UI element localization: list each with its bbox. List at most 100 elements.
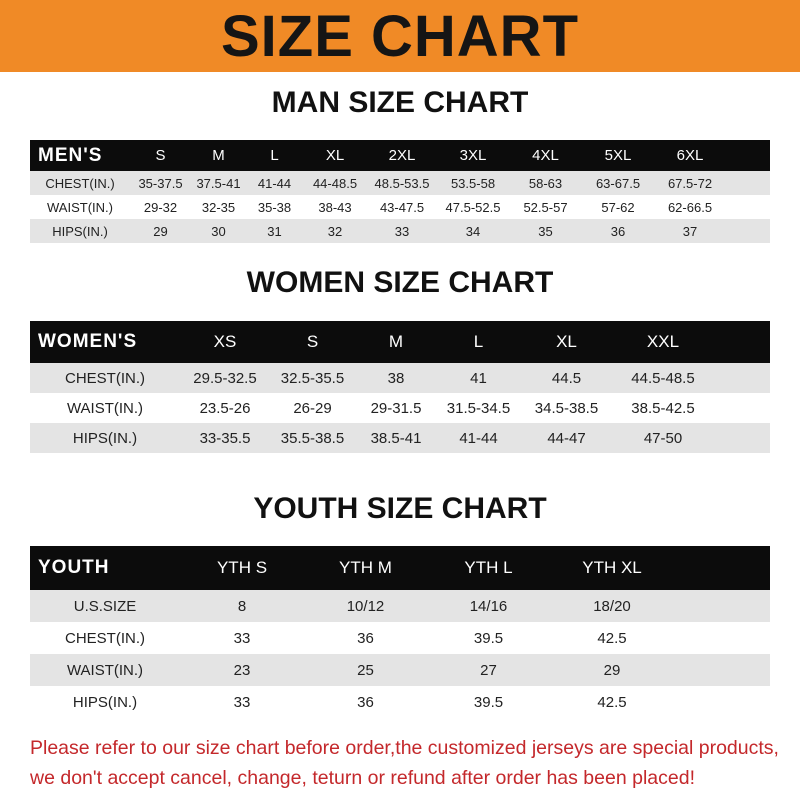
youth-size-table: YOUTH YTH S YTH M YTH L YTH XL U.S.SIZE 8 10/12… — [30, 546, 770, 718]
table-cell: 29-32 — [143, 199, 178, 215]
table-cell: 41-44 — [459, 429, 498, 447]
table-cell: 29-31.5 — [370, 399, 422, 417]
table-header-row: WOMEN'S XS S M L XL XXL — [30, 321, 770, 363]
size-column-header: XXL — [646, 332, 680, 351]
table-cell: 41 — [470, 369, 487, 387]
table-cell: 35 — [538, 223, 553, 239]
table-cell: 37.5-41 — [196, 175, 241, 191]
table-cell: 31 — [267, 223, 282, 239]
size-column-header: M — [388, 332, 404, 351]
size-column-header: 3XL — [459, 147, 487, 164]
size-column-header: 5XL — [604, 147, 632, 164]
table-cell: 10/12 — [346, 597, 385, 615]
table-cell: 47-50 — [643, 429, 683, 447]
table-row: WAIST(IN.) 23.5-26 26-29 29-31.5 31.5-34.5 34… — [30, 393, 770, 423]
row-label: CHEST(IN.) — [65, 369, 145, 387]
table-cell: 44.5 — [551, 369, 582, 387]
table-cell: 44.5-48.5 — [631, 369, 695, 387]
table-row: CHEST(IN.) 33 36 39.5 42.5 — [30, 622, 770, 654]
row-label: WAIST(IN.) — [47, 199, 113, 215]
table-cell: 41-44 — [257, 175, 292, 191]
table-cell: 57-62 — [601, 199, 635, 215]
table-cell: 42.5 — [597, 629, 627, 647]
table-cell: 38.5-41 — [370, 429, 422, 447]
table-row: HIPS(IN.) 29 30 31 32 33 34 35 36 37 — [30, 219, 770, 243]
table-row: CHEST(IN.) 35-37.5 37.5-41 41-44 44-48.5 48.5… — [30, 171, 770, 195]
women-size-table: WOMEN'S XS S M L XL XXL CHEST(IN.) 29.5-32.5 32.5… — [30, 321, 770, 453]
table-cell: 33-35.5 — [199, 429, 251, 447]
men-size-table: MEN'S S M L XL 2XL 3XL 4XL 5XL 6XL CHEST(IN.) 35-37… — [30, 140, 770, 243]
table-cell: 25 — [357, 661, 374, 679]
table-cell: 36 — [357, 629, 374, 647]
table-cell: 29 — [603, 661, 621, 679]
size-column-header: S — [155, 147, 166, 164]
table-header-label: WOMEN'S — [38, 331, 138, 352]
size-column-header: 2XL — [388, 147, 416, 164]
table-row: WAIST(IN.) 29-32 32-35 35-38 38-43 43-47.5 47.… — [30, 195, 770, 219]
table-cell: 32.5-35.5 — [280, 369, 345, 387]
table-cell: 52.5-57 — [523, 199, 568, 215]
table-cell: 33 — [233, 693, 251, 711]
table-cell: 37 — [682, 223, 698, 239]
size-column-header: XL — [325, 147, 345, 164]
table-cell: 35.5-38.5 — [280, 429, 345, 447]
title-banner: SIZE CHART — [0, 0, 800, 72]
disclaimer-line-1: Please refer to our size chart before or… — [30, 737, 779, 759]
table-cell: 23.5-26 — [199, 399, 251, 417]
table-cell: 44-48.5 — [312, 175, 358, 191]
table-header-label: MEN'S — [38, 144, 103, 166]
size-column-header: YTH XL — [582, 558, 642, 577]
table-cell: 39.5 — [473, 629, 504, 647]
table-cell: 34.5-38.5 — [534, 399, 599, 417]
table-cell: 38-43 — [318, 199, 352, 215]
size-column-header: S — [306, 332, 319, 351]
table-cell: 32 — [327, 223, 343, 239]
table-cell: 36 — [357, 693, 374, 711]
size-column-header: YTH S — [216, 558, 268, 577]
disclaimer-note: Please refer to our size chart before or… — [30, 733, 790, 793]
table-cell: 27 — [480, 661, 497, 679]
table-cell: 63-67.5 — [595, 175, 641, 191]
table-cell: 35-38 — [257, 199, 292, 215]
table-cell: 29 — [153, 223, 168, 239]
table-cell: 44-47 — [547, 429, 586, 447]
table-row: HIPS(IN.) 33-35.5 35.5-38.5 38.5-41 41-44 44-… — [30, 423, 770, 453]
row-label: HIPS(IN.) — [52, 223, 108, 239]
table-row: U.S.SIZE 8 10/12 14/16 18/20 — [30, 590, 770, 622]
table-header-label: YOUTH — [38, 557, 110, 578]
table-cell: 43-47.5 — [379, 199, 425, 215]
table-cell: 30 — [211, 223, 226, 239]
table-cell: 33 — [233, 629, 251, 647]
table-cell: 62-66.5 — [667, 199, 713, 215]
table-row: WAIST(IN.) 23 25 27 29 — [30, 654, 770, 686]
table-cell: 39.5 — [473, 693, 504, 711]
row-label: U.S.SIZE — [73, 597, 137, 615]
size-column-header: L — [473, 332, 484, 351]
table-cell: 58-63 — [528, 175, 563, 191]
table-cell: 8 — [237, 597, 247, 615]
men-section-title: MAN SIZE CHART — [271, 86, 529, 119]
size-column-header: YTH M — [339, 558, 392, 577]
table-cell: 48.5-53.5 — [374, 175, 430, 191]
size-column-header: XL — [556, 332, 577, 351]
table-cell: 14/16 — [469, 597, 508, 615]
table-cell: 53.5-58 — [450, 175, 496, 191]
women-section-title: WOMEN SIZE CHART — [246, 266, 554, 299]
size-column-header: YTH L — [464, 558, 513, 577]
row-label: HIPS(IN.) — [72, 693, 138, 711]
table-cell: 32-35 — [201, 199, 236, 215]
table-cell: 18/20 — [593, 597, 631, 615]
page-title: SIZE CHART — [221, 3, 579, 69]
table-cell: 23 — [233, 661, 251, 679]
table-row: CHEST(IN.) 29.5-32.5 32.5-35.5 38 41 44.5 44.5… — [30, 363, 770, 393]
row-label: CHEST(IN.) — [65, 629, 145, 647]
table-cell: 31.5-34.5 — [446, 399, 511, 417]
row-label: HIPS(IN.) — [72, 429, 138, 447]
table-header-row: MEN'S S M L XL 2XL 3XL 4XL 5XL 6XL — [30, 140, 770, 171]
table-cell: 36 — [610, 223, 626, 239]
table-cell: 29.5-32.5 — [193, 369, 257, 387]
table-cell: 67.5-72 — [667, 175, 713, 191]
table-header-row: YOUTH YTH S YTH M YTH L YTH XL — [30, 546, 770, 590]
table-cell: 33 — [394, 223, 410, 239]
row-label: CHEST(IN.) — [45, 175, 115, 191]
